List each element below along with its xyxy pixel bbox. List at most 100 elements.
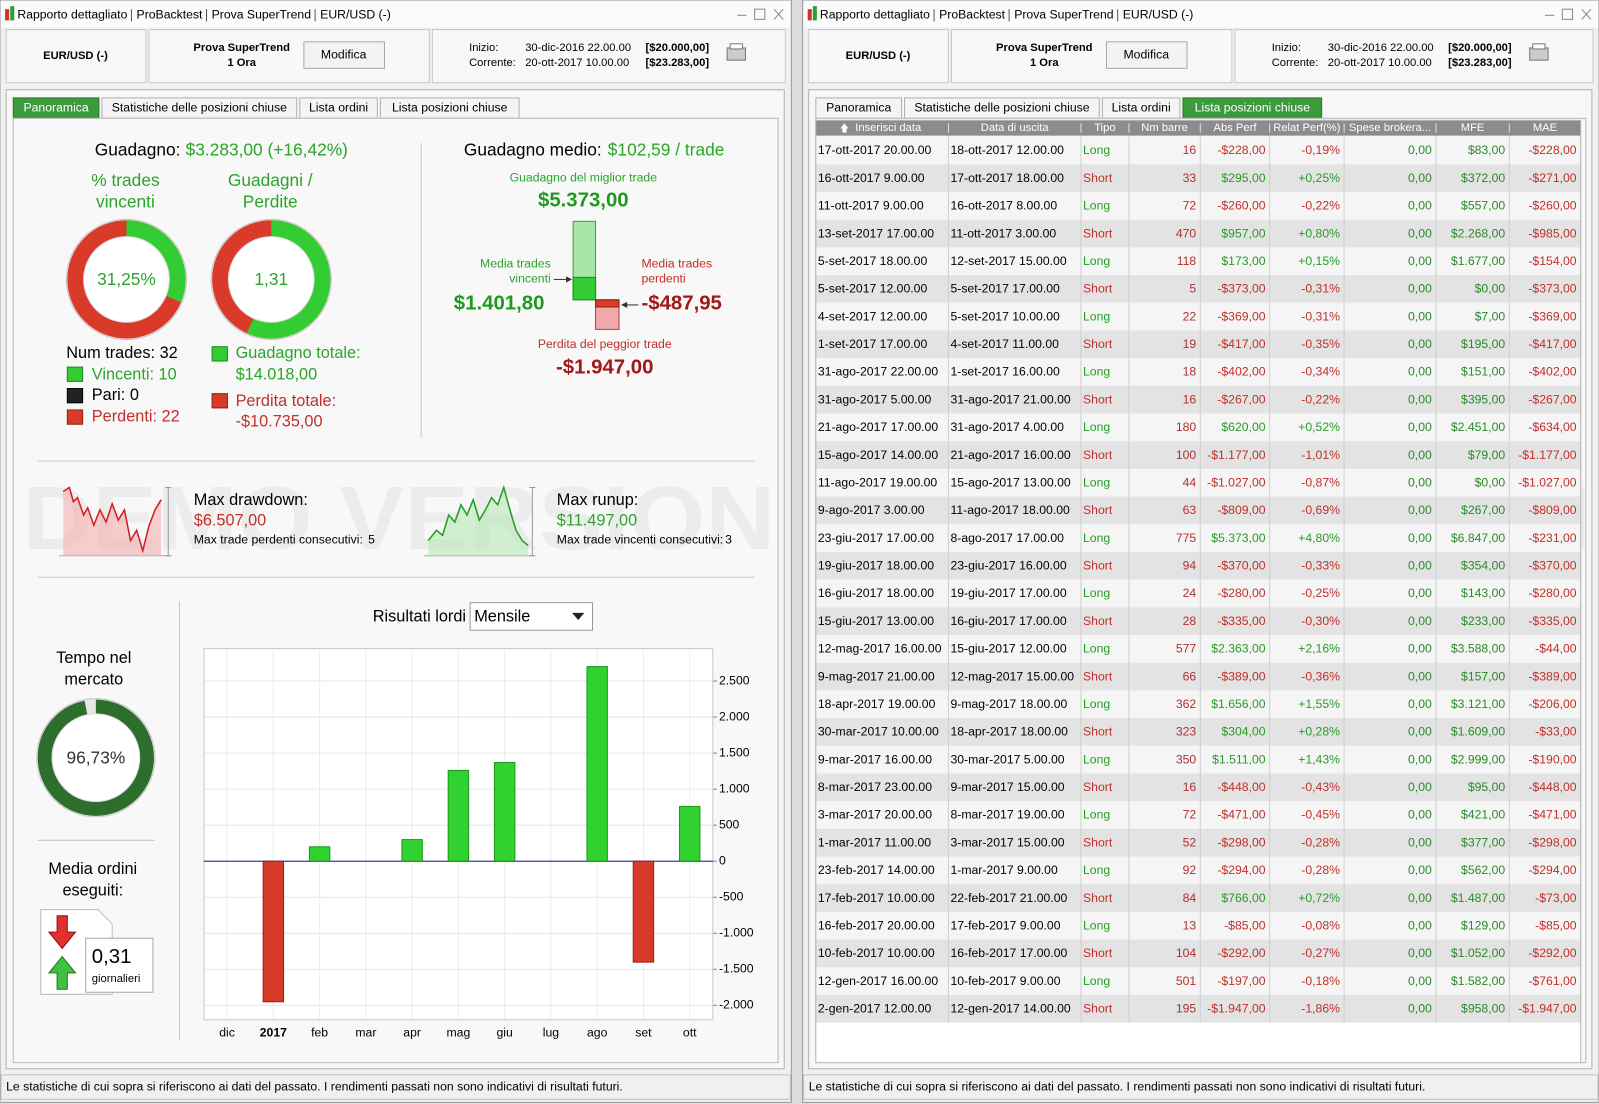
table-cell: -$471,00	[1528, 808, 1576, 822]
table-cell: 63	[1183, 503, 1197, 517]
print-icon[interactable]	[1529, 47, 1549, 61]
column-header[interactable]: Inserisci data	[855, 122, 922, 134]
table-row	[815, 801, 1581, 829]
table-cell: 0,00	[1408, 863, 1432, 877]
table-cell: 0,00	[1408, 365, 1432, 379]
x-tick-label: set	[635, 1025, 652, 1039]
table-row	[815, 939, 1581, 968]
label: 31,25%	[97, 269, 156, 289]
chart-title: Risultati lordi	[373, 607, 466, 625]
label: Perdita totale:	[236, 392, 337, 410]
table-cell: -$85,00	[1224, 918, 1266, 932]
tab-label[interactable]: Lista posizioni chiuse	[392, 100, 508, 114]
table-cell: 15-giu-2017 13.00.00	[818, 614, 934, 628]
column-header[interactable]: Tipo	[1094, 122, 1115, 134]
column-header[interactable]: Relat Perf(%)	[1273, 122, 1341, 134]
table-cell: 0,00	[1408, 808, 1432, 822]
label: 20-ott-2017 10.00.00	[1328, 57, 1432, 69]
table-row	[815, 468, 1581, 497]
header-box	[950, 29, 1233, 84]
table-cell: 0,00	[1408, 392, 1432, 406]
table-cell: Long	[1083, 143, 1110, 157]
table-cell: $562,00	[1461, 863, 1505, 877]
tab-label[interactable]: Lista ordini	[309, 100, 368, 114]
table-cell: -$280,00	[1528, 586, 1576, 600]
tab-label[interactable]: Statistiche delle posizioni chiuse	[914, 100, 1089, 114]
edit-button-label[interactable]: Modifica	[1124, 47, 1170, 61]
column-header[interactable]: Spese brokera...	[1349, 122, 1431, 134]
table-cell: 13	[1183, 918, 1197, 932]
sort-arrow	[840, 123, 849, 133]
column-header[interactable]: Nm barre	[1141, 122, 1188, 134]
print-icon	[1532, 43, 1546, 50]
table-cell: 15-ago-2017 14.00.00	[818, 448, 938, 462]
table-cell: 0,00	[1408, 1002, 1432, 1016]
table-cell: -$280,00	[1217, 586, 1265, 600]
table-cell: -$292,00	[1528, 946, 1576, 960]
table-cell: 5-set-2017 12.00.00	[818, 282, 928, 296]
label: [$23.283,00]	[646, 57, 710, 69]
table-cell: 21-ago-2017 17.00.00	[818, 420, 938, 434]
table-cell: 0,00	[1408, 309, 1432, 323]
table-cell: -$298,00	[1528, 835, 1576, 849]
tab-label[interactable]: Lista posizioni chiuse	[1195, 100, 1311, 114]
table-cell: -$190,00	[1528, 752, 1576, 766]
dropdown-arrow[interactable]	[572, 612, 585, 621]
window-title: ProBacktest	[137, 8, 203, 22]
maximize-button[interactable]	[754, 8, 766, 20]
label: giornalieri	[92, 973, 141, 985]
label: -$1.947,00	[556, 357, 653, 379]
table-cell: $6.847,00	[1451, 531, 1506, 545]
table-row	[815, 718, 1581, 746]
table-cell: 10-feb-2017 10.00.00	[818, 946, 935, 960]
table-cell: 24	[1183, 586, 1197, 600]
table-cell: 0,00	[1408, 974, 1432, 988]
table-cell: -0,35%	[1301, 337, 1340, 351]
table-cell: Short	[1083, 337, 1113, 351]
label: % trades	[91, 170, 160, 190]
edit-button[interactable]	[1105, 41, 1188, 69]
table-cell: -0,19%	[1301, 143, 1340, 157]
period-select[interactable]	[469, 602, 594, 631]
table-cell: 11-ott-2017 3.00.00	[950, 226, 1056, 240]
column-header[interactable]: Abs Perf	[1213, 122, 1257, 134]
print-icon[interactable]	[726, 47, 746, 61]
table-row	[815, 192, 1581, 220]
tab-label[interactable]: Statistiche delle posizioni chiuse	[112, 100, 287, 114]
maximize-button[interactable]	[1561, 8, 1574, 20]
header-box	[808, 29, 949, 84]
legend-swatch	[66, 366, 84, 382]
app-icon	[10, 6, 15, 21]
table-cell: 577	[1176, 642, 1197, 656]
table-cell: 16-giu-2017 18.00.00	[818, 586, 934, 600]
column-header[interactable]: MAE	[1533, 122, 1557, 134]
edit-button[interactable]	[303, 41, 385, 69]
table-cell: 92	[1183, 863, 1197, 877]
column-header[interactable]: MFE	[1461, 122, 1485, 134]
table-cell: 31-ago-2017 21.00.00	[950, 392, 1070, 406]
y-tick-label: 2.000	[719, 709, 750, 723]
table-cell: -$417,00	[1217, 337, 1265, 351]
tab-label[interactable]: Panoramica	[826, 100, 891, 114]
table-cell: Long	[1083, 531, 1110, 545]
table-cell: $1.511,00	[1212, 752, 1266, 766]
label: 0,31	[92, 946, 132, 968]
table-cell: Long	[1083, 808, 1110, 822]
table-row	[815, 302, 1581, 331]
table-row	[815, 219, 1581, 248]
table-cell: 18-apr-2017 18.00.00	[950, 725, 1068, 739]
table-cell: 0,00	[1408, 337, 1432, 351]
column-header[interactable]: Data di uscita	[981, 122, 1050, 134]
legend-swatch	[211, 346, 228, 362]
edit-button-label[interactable]: Modifica	[321, 47, 367, 61]
tab-label[interactable]: Lista ordini	[1112, 100, 1171, 114]
sell-arrow	[47, 915, 77, 950]
table-cell: 775	[1176, 531, 1197, 545]
table-cell: -$369,00	[1217, 309, 1265, 323]
table-cell: $1.609,00	[1451, 725, 1506, 739]
table-cell: -$1.947,00	[1207, 1002, 1266, 1016]
period-select-value[interactable]: Mensile	[474, 607, 530, 625]
tab-label[interactable]: Panoramica	[23, 100, 88, 114]
title-bar	[1, 1, 791, 28]
app-icon	[807, 9, 812, 21]
